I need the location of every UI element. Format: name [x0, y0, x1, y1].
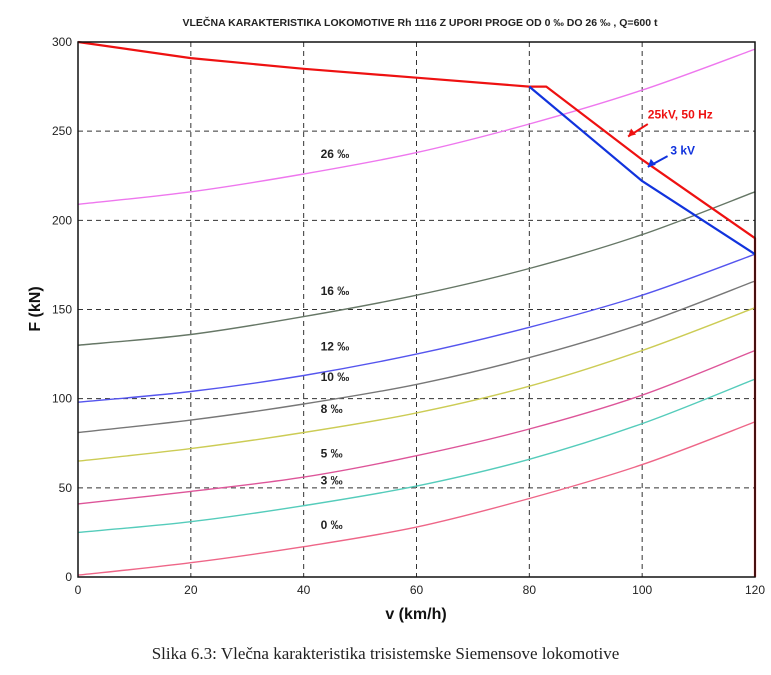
y-tick-label: 250: [52, 124, 72, 138]
axes: [77, 41, 756, 578]
x-tick-label: 20: [184, 583, 198, 597]
resistance-curves: [77, 48, 756, 576]
y-tick-label: 300: [52, 35, 72, 49]
resistance-curve: [77, 253, 756, 403]
x-tick-label: 80: [523, 583, 537, 597]
curve-label: 16 ‰: [321, 284, 350, 298]
resistance-curve: [77, 280, 756, 434]
curve-label: 3 ‰: [321, 473, 343, 487]
x-tick-label: 0: [75, 583, 82, 597]
curve-label: 8 ‰: [321, 402, 343, 416]
curve-label: 0 ‰: [321, 518, 343, 532]
curve-label: 12 ‰: [321, 340, 350, 354]
y-tick-label: 50: [59, 481, 73, 495]
resistance-curve: [77, 191, 756, 346]
curve-label: 25kV, 50 Hz: [648, 108, 713, 122]
resistance-curve: [77, 307, 756, 462]
curve-labels: 26 ‰ 16 ‰ 12 ‰ 10 ‰ 8 ‰ 5 ‰ 3 ‰ 0 ‰ 25kV, 50 Hz 3…: [321, 108, 713, 532]
traction-curves: [77, 40, 757, 577]
traction-curve: [528, 85, 756, 256]
arrow-head: [628, 128, 637, 137]
x-tick-label: 100: [632, 583, 652, 597]
x-tick-label: 40: [297, 583, 311, 597]
y-tick-label: 150: [52, 303, 72, 317]
x-axis-label: v (km/h): [385, 606, 446, 623]
grid: [78, 42, 755, 577]
resistance-curve: [77, 349, 756, 505]
x-tick-label: 120: [745, 583, 765, 597]
x-tick-label: 60: [410, 583, 424, 597]
y-tick-label: 200: [52, 213, 72, 227]
curve-label: 26 ‰: [321, 147, 350, 161]
y-tick-label: 100: [52, 392, 72, 406]
tick-labels: 0 20 40 60 80 100 120 0 50 100 150 200 250 300: [52, 35, 765, 597]
arrow-head: [647, 158, 656, 167]
resistance-curve: [77, 378, 756, 534]
resistance-curve: [77, 421, 756, 576]
curve-label: 5 ‰: [321, 447, 343, 461]
y-axis-label: F (kN): [27, 286, 44, 331]
figure-caption: Slika 6.3: Vlečna karakteristika trisist…: [151, 644, 620, 663]
chart-title: VLEČNA KARAKTERISTIKA LOKOMOTIVE Rh 1116…: [182, 16, 658, 29]
curve-label: 10 ‰: [321, 370, 350, 384]
plot-frame: [77, 41, 756, 578]
curve-label: 3 kV: [670, 143, 695, 157]
resistance-curve: [77, 48, 756, 205]
y-tick-label: 0: [65, 570, 72, 584]
